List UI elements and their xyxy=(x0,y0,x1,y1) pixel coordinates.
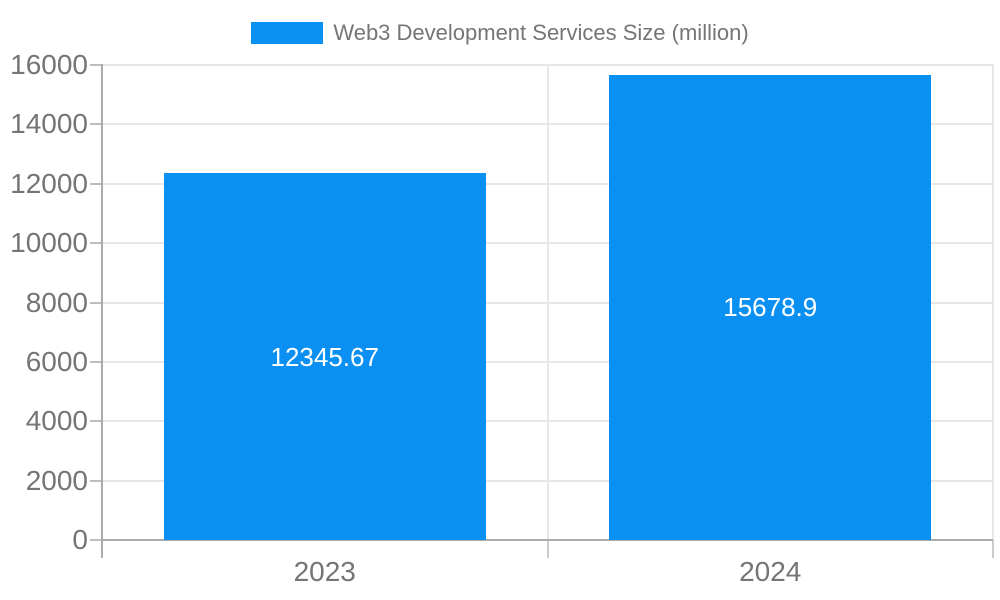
y-axis-tick-label: 14000 xyxy=(10,108,88,140)
x-axis-tick-label: 2023 xyxy=(293,556,356,587)
category-separator-gridline xyxy=(546,65,549,540)
category-separator-gridline xyxy=(992,65,994,540)
y-tick-mark xyxy=(90,242,102,245)
y-axis-tick-label: 10000 xyxy=(10,227,88,259)
y-axis-tick-label: 2000 xyxy=(25,464,88,496)
y-tick-mark xyxy=(90,182,102,185)
y-tick-mark xyxy=(90,420,102,423)
x-tick-mark xyxy=(546,540,549,558)
y-axis-tick-label: 8000 xyxy=(25,286,88,318)
y-tick-mark xyxy=(90,123,102,126)
bar-value-label: 15678.9 xyxy=(723,292,818,323)
legend-swatch[interactable] xyxy=(251,22,324,44)
y-tick-mark xyxy=(90,64,102,66)
x-axis-tick-label: 2024 xyxy=(739,556,802,587)
y-tick-mark xyxy=(90,479,102,482)
bar-value-label: 12345.67 xyxy=(270,341,379,372)
x-tick-mark xyxy=(992,540,994,558)
y-axis-tick-label: 4000 xyxy=(25,405,88,437)
y-axis-tick-label: 16000 xyxy=(10,49,88,80)
x-axis-line xyxy=(102,539,993,541)
y-tick-mark xyxy=(90,301,102,304)
y-tick-mark xyxy=(90,539,102,541)
y-axis-tick-label: 12000 xyxy=(10,167,88,199)
y-axis-tick-label: 6000 xyxy=(25,345,88,377)
y-tick-mark xyxy=(90,360,102,363)
legend-label: Web3 Development Services Size (million) xyxy=(333,20,749,45)
bar-2024[interactable] xyxy=(609,74,932,540)
legend[interactable]: Web3 Development Services Size (million) xyxy=(0,20,1000,46)
y-axis-line xyxy=(101,64,103,558)
y-axis-tick-label: 0 xyxy=(72,524,88,555)
bar-2023[interactable] xyxy=(163,173,486,540)
